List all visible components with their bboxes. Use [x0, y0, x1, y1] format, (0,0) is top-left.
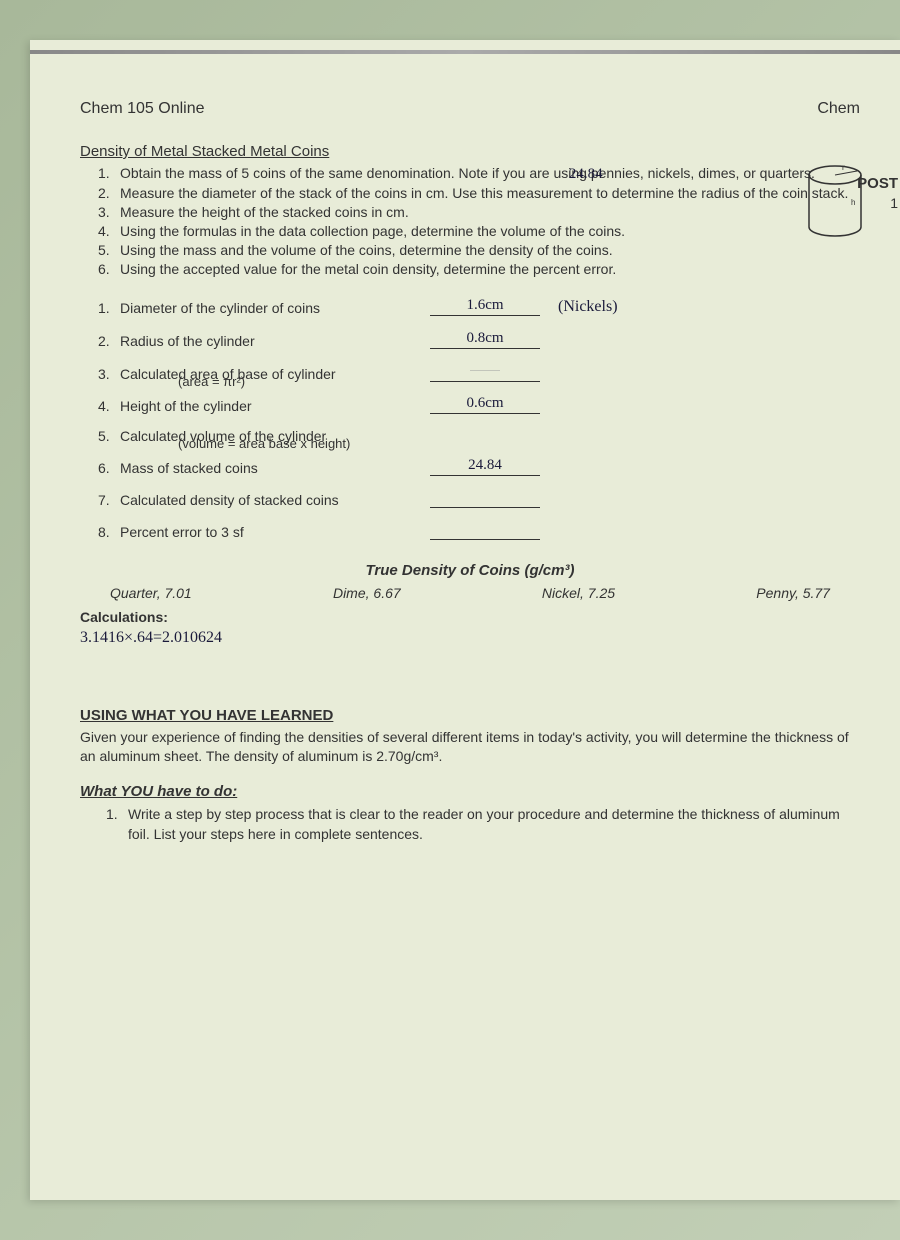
- density-value: [430, 490, 540, 508]
- data-row: 7. Calculated density of stacked coins: [98, 490, 860, 508]
- data-row: 4. Height of the cylinder 0.6cm: [98, 395, 860, 414]
- using-title: USING WHAT YOU HAVE LEARNED: [80, 707, 860, 724]
- header-row: Chem 105 Online Chem: [80, 100, 860, 118]
- post-label-2: 1: [890, 195, 898, 211]
- header-right: Chem: [817, 100, 860, 118]
- density-dime: Dime, 6.67: [333, 585, 401, 601]
- procedure-item: Using the mass and the volume of the coi…: [98, 241, 860, 260]
- procedure-item: Using the accepted value for the metal c…: [98, 260, 860, 279]
- density-nickel: Nickel, 7.25: [542, 585, 615, 601]
- what-item: Write a step by step process that is cle…: [106, 804, 860, 845]
- handwritten-mass: 24.84: [569, 166, 603, 182]
- using-body: Given your experience of finding the den…: [80, 728, 860, 767]
- data-row: 2. Radius of the cylinder 0.8cm: [98, 330, 860, 349]
- error-value: [430, 522, 540, 540]
- calculations-label: Calculations:: [80, 609, 860, 625]
- data-row: 8. Percent error to 3 sf: [98, 522, 860, 540]
- worksheet-page: Chem 105 Online Chem POST 1 r h Density …: [30, 40, 900, 1200]
- procedure-item: Obtain the mass of 5 coins of the same d…: [98, 164, 860, 184]
- data-section: 1. Diameter of the cylinder of coins 1.6…: [98, 297, 860, 540]
- density-penny: Penny, 5.77: [756, 585, 830, 601]
- data-row: 1. Diameter of the cylinder of coins 1.6…: [98, 297, 860, 316]
- true-density-title: True Density of Coins (g/cm³): [80, 562, 860, 579]
- diameter-value: 1.6cm: [430, 297, 540, 316]
- section-title: Density of Metal Stacked Metal Coins: [80, 143, 860, 160]
- density-quarter: Quarter, 7.01: [110, 585, 192, 601]
- procedure-item: Measure the height of the stacked coins …: [98, 203, 860, 222]
- area-value: [430, 363, 540, 382]
- course-title: Chem 105 Online: [80, 100, 205, 118]
- coin-type: (Nickels): [558, 298, 618, 316]
- what-title: What YOU have to do:: [80, 783, 860, 800]
- height-value: 0.6cm: [430, 395, 540, 414]
- radius-value: 0.8cm: [430, 330, 540, 349]
- procedure-list: Obtain the mass of 5 coins of the same d…: [98, 164, 860, 279]
- procedure-item: Measure the diameter of the stack of the…: [98, 184, 860, 203]
- mass-value: 24.84: [430, 457, 540, 476]
- volume-formula: (volume = area base x height): [178, 436, 860, 451]
- data-row: 6. Mass of stacked coins 24.84: [98, 457, 860, 476]
- what-list: Write a step by step process that is cle…: [106, 804, 860, 845]
- procedure-item: Using the formulas in the data collectio…: [98, 222, 860, 241]
- calculations-work: 3.1416×.64=2.010624: [80, 629, 860, 647]
- density-row: Quarter, 7.01 Dime, 6.67 Nickel, 7.25 Pe…: [80, 585, 860, 601]
